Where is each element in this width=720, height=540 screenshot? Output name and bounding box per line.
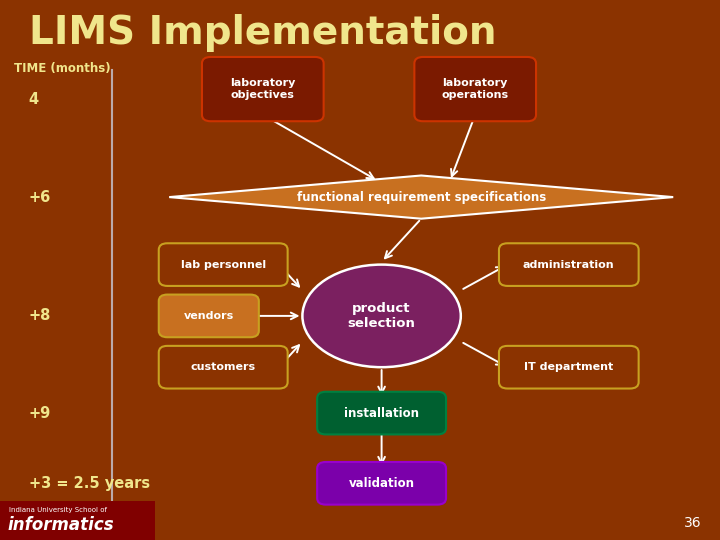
Text: LIMS Implementation: LIMS Implementation <box>29 14 496 51</box>
Text: vendors: vendors <box>184 311 234 321</box>
FancyBboxPatch shape <box>318 462 446 504</box>
Text: 4: 4 <box>29 92 39 107</box>
Text: +3 = 2.5 years: +3 = 2.5 years <box>29 476 150 491</box>
Text: +6: +6 <box>29 190 51 205</box>
Polygon shape <box>169 176 673 219</box>
Text: laboratory
operations: laboratory operations <box>441 78 509 100</box>
FancyBboxPatch shape <box>318 392 446 434</box>
FancyBboxPatch shape <box>499 346 639 389</box>
Text: validation: validation <box>348 477 415 490</box>
FancyBboxPatch shape <box>0 501 155 540</box>
Text: lab personnel: lab personnel <box>181 260 266 269</box>
Text: informatics: informatics <box>7 516 114 534</box>
Text: +8: +8 <box>29 308 51 323</box>
Text: 36: 36 <box>685 516 702 530</box>
Text: product
selection: product selection <box>348 302 415 330</box>
Text: Indiana University School of: Indiana University School of <box>9 507 107 512</box>
FancyBboxPatch shape <box>499 243 639 286</box>
FancyBboxPatch shape <box>158 243 288 286</box>
FancyBboxPatch shape <box>158 295 259 337</box>
Text: +9: +9 <box>29 406 51 421</box>
Text: laboratory
objectives: laboratory objectives <box>230 78 295 100</box>
Text: IT department: IT department <box>524 362 613 372</box>
FancyBboxPatch shape <box>158 346 288 389</box>
Text: customers: customers <box>191 362 256 372</box>
Ellipse shape <box>302 265 461 367</box>
Text: functional requirement specifications: functional requirement specifications <box>297 191 546 204</box>
Text: TIME (months): TIME (months) <box>14 62 111 75</box>
FancyBboxPatch shape <box>415 57 536 122</box>
Text: administration: administration <box>523 260 615 269</box>
Text: installation: installation <box>344 407 419 420</box>
FancyBboxPatch shape <box>202 57 324 122</box>
